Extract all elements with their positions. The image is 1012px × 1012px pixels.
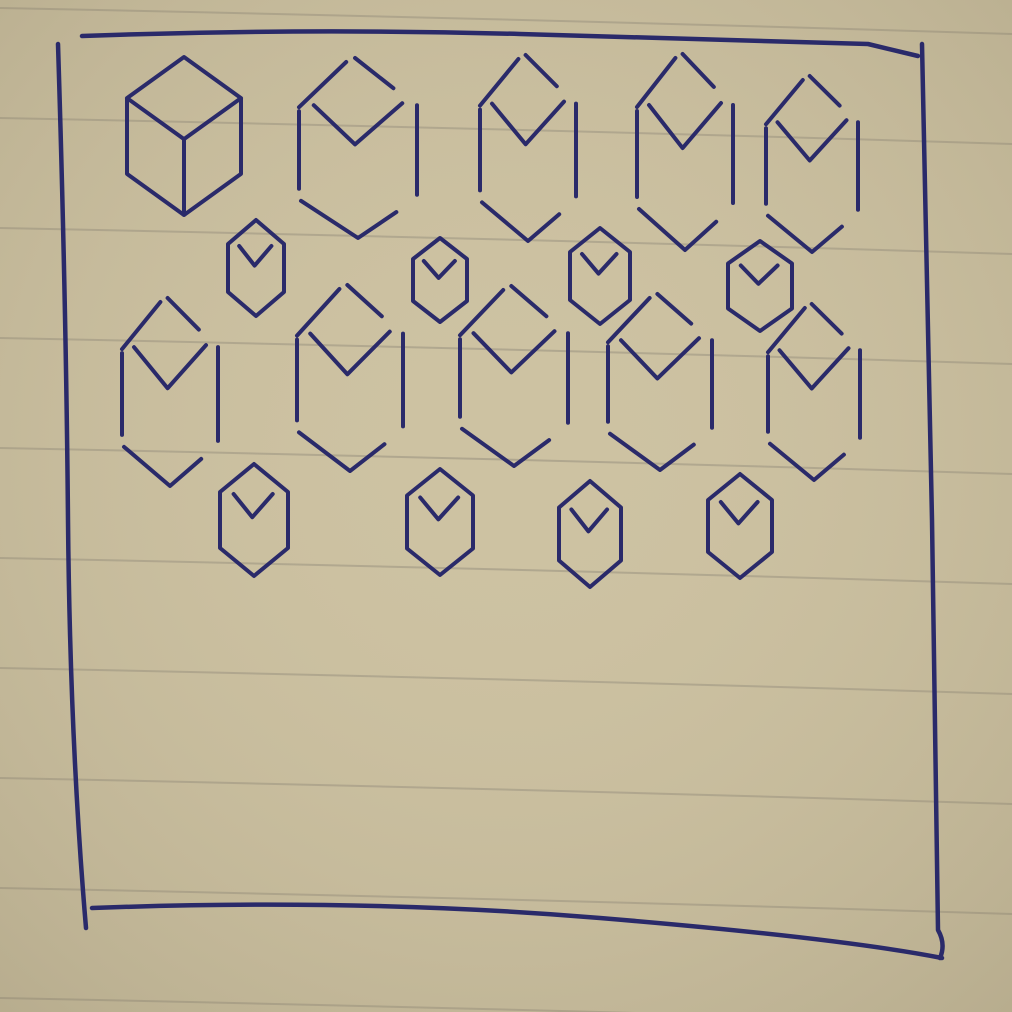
small-hexagon-icon bbox=[218, 462, 290, 578]
open-hexagon-icon bbox=[458, 284, 570, 468]
small-hexagon-icon bbox=[405, 467, 475, 577]
open-hexagon-icon bbox=[635, 52, 735, 252]
open-hexagon-icon bbox=[606, 292, 714, 472]
drawn-shapes bbox=[120, 52, 862, 589]
cube-icon bbox=[125, 55, 243, 217]
square-frame-icon bbox=[55, 29, 945, 961]
frame-bottom-edge bbox=[89, 902, 945, 961]
small-hexagon-icon bbox=[226, 218, 286, 318]
small-hexagon-icon bbox=[568, 226, 632, 326]
frame-left-edge bbox=[55, 41, 89, 931]
small-hexagon-icon bbox=[726, 239, 794, 333]
frame-top-edge bbox=[79, 29, 921, 59]
open-hexagon-icon bbox=[297, 56, 419, 240]
small-hexagon-icon bbox=[411, 236, 469, 324]
small-hexagon-icon bbox=[557, 479, 623, 589]
open-hexagon-icon bbox=[764, 74, 860, 254]
open-hexagon-icon bbox=[766, 302, 862, 482]
open-hexagon-icon bbox=[478, 53, 578, 243]
open-hexagon-icon bbox=[295, 283, 405, 473]
small-hexagon-icon bbox=[706, 472, 774, 580]
frame-right-edge bbox=[919, 41, 945, 961]
open-hexagon-icon bbox=[120, 296, 220, 488]
